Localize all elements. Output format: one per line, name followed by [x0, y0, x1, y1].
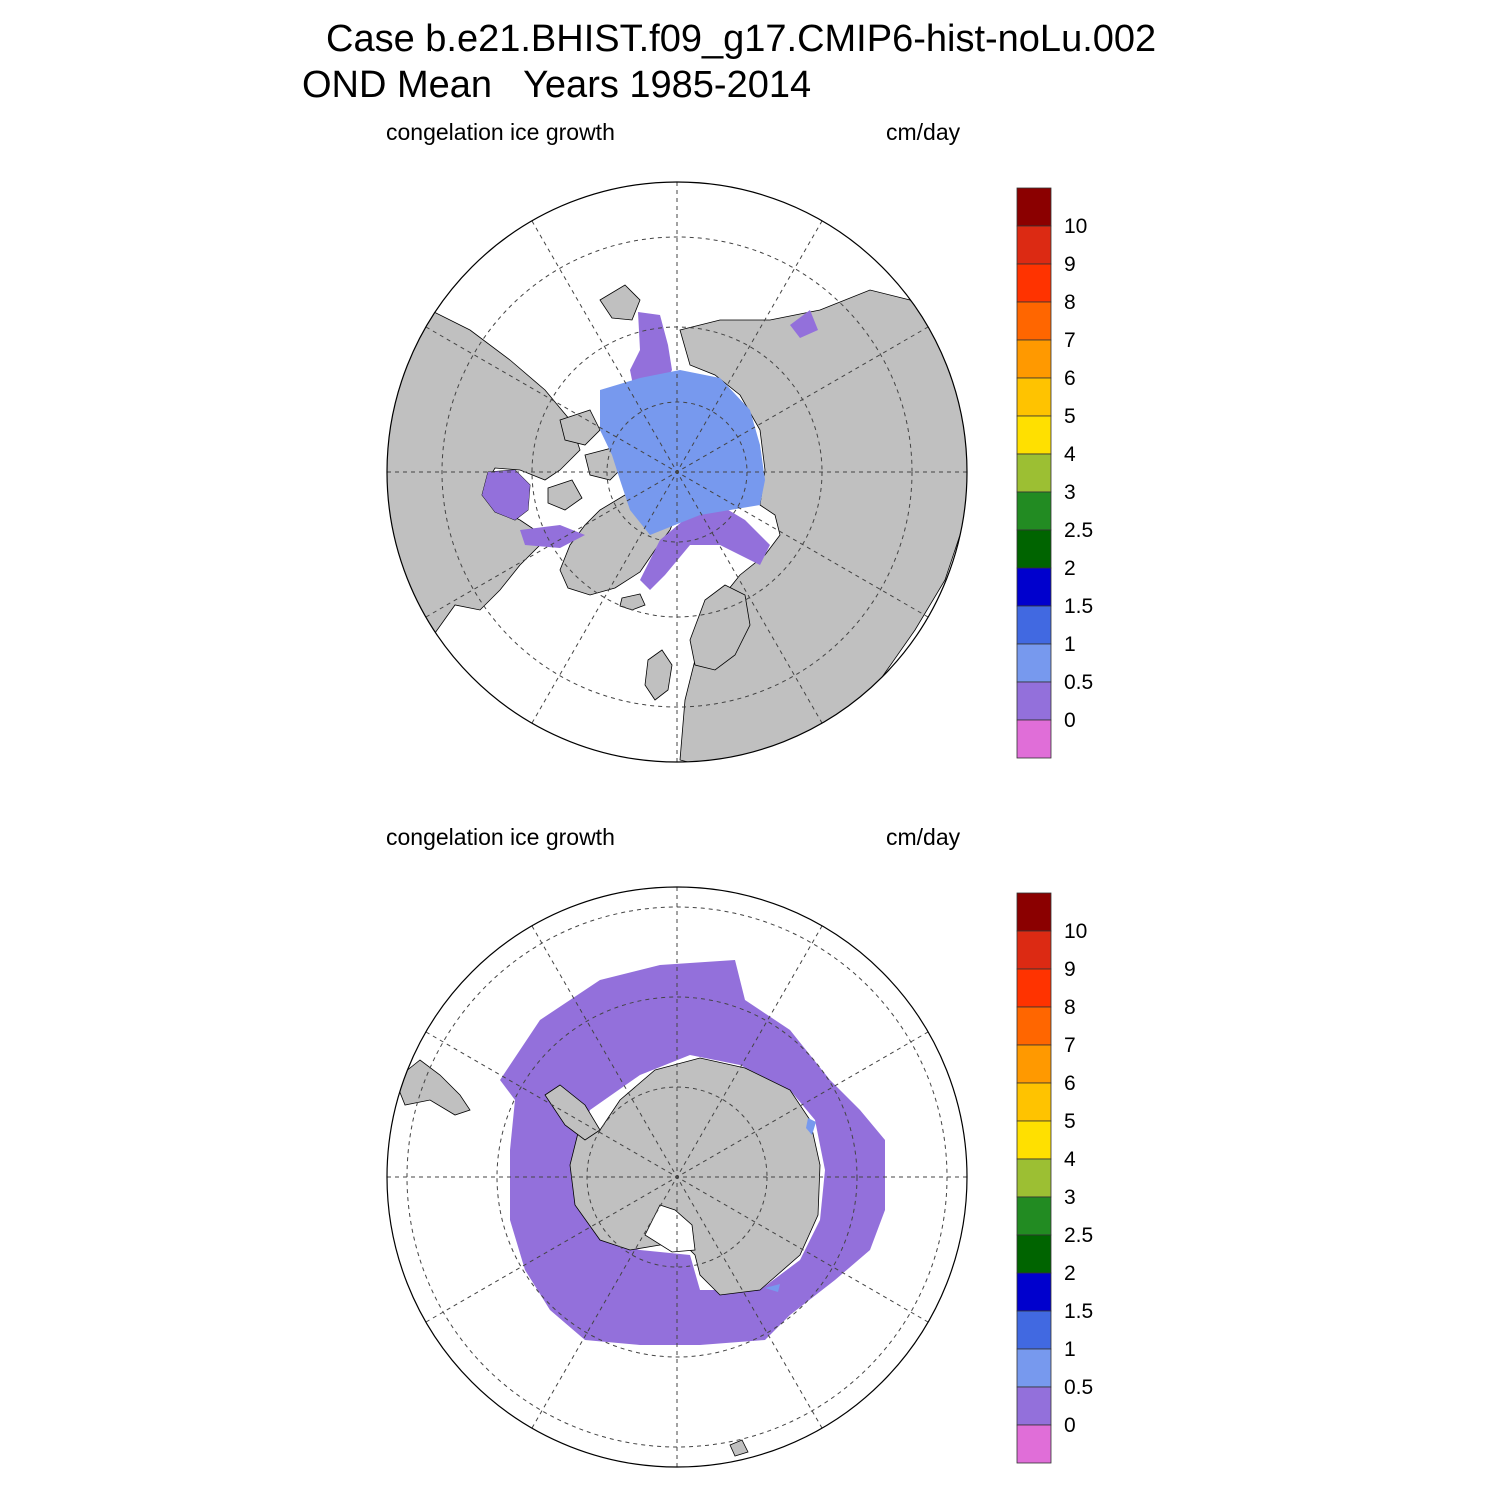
colorbar-swatch	[1016, 930, 1052, 970]
colorbar-tick-label: 3	[1064, 1186, 1076, 1209]
colorbar-tick-label: 6	[1064, 367, 1076, 390]
sh-land-island	[729, 1439, 749, 1457]
colorbar-tick-label: 8	[1064, 996, 1076, 1019]
colorbar-tick-label: 1.5	[1064, 595, 1093, 618]
nh-land-archipelago-3	[547, 479, 583, 511]
colorbar-swatch	[1016, 1424, 1052, 1464]
colorbar-swatch	[1016, 1120, 1052, 1160]
case-title: Case b.e21.BHIST.f09_g17.CMIP6-hist-noLu…	[326, 18, 1157, 60]
season-title: OND Mean Years 1985-2014	[302, 64, 811, 107]
nh-colorbar: 10 9 8 7 6 5 4 3 2.5 2 1.5 1 0.5 0	[1016, 187, 1093, 759]
colorbar-tick-label: 0	[1064, 1414, 1076, 1437]
colorbar-tick-label: 1.5	[1064, 1300, 1093, 1323]
colorbar-swatch	[1016, 225, 1052, 265]
nh-graticule	[387, 182, 967, 762]
colorbar-swatch	[1016, 1006, 1052, 1046]
colorbar-swatch	[1016, 605, 1052, 645]
nh-land-bering	[599, 284, 641, 321]
colorbar-swatch	[1016, 491, 1052, 531]
sh-graticule	[387, 887, 967, 1467]
colorbar-swatch	[1016, 567, 1052, 607]
colorbar-swatch	[1016, 1158, 1052, 1198]
colorbar-tick-label: 9	[1064, 958, 1076, 981]
colorbar-tick-label: 5	[1064, 405, 1076, 428]
colorbar-swatch	[1016, 301, 1052, 341]
colorbar-swatch	[1016, 453, 1052, 493]
sh-left-label: congelation ice growth	[386, 824, 615, 850]
colorbar-swatch	[1016, 415, 1052, 455]
colorbar-swatch	[1016, 1234, 1052, 1274]
colorbar-tick-label: 0.5	[1064, 671, 1093, 694]
nh-land-british-isles	[644, 649, 673, 701]
sh-map-border	[386, 886, 968, 1468]
colorbar-tick-label: 10	[1064, 920, 1087, 943]
colorbar-tick-label: 7	[1064, 329, 1076, 352]
nh-land-iceland	[619, 593, 646, 611]
colorbar-tick-label: 1	[1064, 633, 1076, 656]
colorbar-swatch	[1016, 529, 1052, 569]
colorbar-swatch	[1016, 1310, 1052, 1350]
colorbar-swatch	[1016, 681, 1052, 721]
colorbar-swatch	[1016, 187, 1052, 227]
nh-units-label: cm/day	[886, 119, 961, 145]
colorbar-tick-label: 8	[1064, 291, 1076, 314]
years-label: Years 1985-2014	[523, 64, 812, 106]
colorbar-swatch	[1016, 892, 1052, 932]
nh-ice-low-east-greenland	[640, 505, 770, 590]
north-polar-map	[386, 181, 968, 763]
sh-ice-ring	[500, 960, 885, 1345]
colorbar-swatch	[1016, 719, 1052, 759]
colorbar-tick-label: 7	[1064, 1034, 1076, 1057]
colorbar-swatch	[1016, 1196, 1052, 1236]
colorbar-tick-label: 0.5	[1064, 1376, 1093, 1399]
colorbar-swatch	[1016, 1082, 1052, 1122]
nh-land-scandinavia	[689, 584, 751, 671]
sh-ross-sea	[644, 1204, 696, 1253]
colorbar-tick-label: 4	[1064, 1148, 1076, 1171]
colorbar-swatch	[1016, 1044, 1052, 1084]
sh-land-south-america	[394, 1059, 471, 1116]
colorbar-tick-label: 2	[1064, 1262, 1076, 1285]
nh-ice-low-hudson	[482, 470, 530, 520]
nh-left-label: congelation ice growth	[386, 119, 615, 145]
colorbar-tick-label: 4	[1064, 443, 1076, 466]
season-label: OND Mean	[302, 64, 493, 106]
sh-units-label: cm/day	[886, 824, 961, 850]
colorbar-tick-label: 5	[1064, 1110, 1076, 1133]
nh-ice-low-okhotsk	[790, 310, 818, 338]
colorbar-swatch	[1016, 1386, 1052, 1426]
colorbar-swatch	[1016, 263, 1052, 303]
colorbar-tick-label: 2.5	[1064, 1224, 1093, 1247]
colorbar-tick-label: 9	[1064, 253, 1076, 276]
colorbar-tick-label: 0	[1064, 709, 1076, 732]
nh-land-archipelago-1	[559, 409, 601, 446]
nh-ice-mid-central-arctic	[600, 370, 765, 535]
colorbar-swatch	[1016, 968, 1052, 1008]
colorbar-swatch	[1016, 377, 1052, 417]
colorbar-tick-label: 2.5	[1064, 519, 1093, 542]
colorbar-swatch	[1016, 1272, 1052, 1312]
colorbar-tick-label: 10	[1064, 215, 1087, 238]
colorbar-swatch	[1016, 643, 1052, 683]
nh-map-border	[386, 181, 968, 763]
colorbar-tick-label: 6	[1064, 1072, 1076, 1095]
colorbar-tick-label: 1	[1064, 1338, 1076, 1361]
colorbar-tick-label: 3	[1064, 481, 1076, 504]
colorbar-tick-label: 2	[1064, 557, 1076, 580]
nh-ice-low-labrador	[520, 525, 585, 548]
sh-colorbar: 10 9 8 7 6 5 4 3 2.5 2 1.5 1 0.5 0	[1016, 892, 1093, 1464]
south-polar-map	[386, 886, 968, 1468]
colorbar-swatch	[1016, 1348, 1052, 1388]
colorbar-swatch	[1016, 339, 1052, 379]
